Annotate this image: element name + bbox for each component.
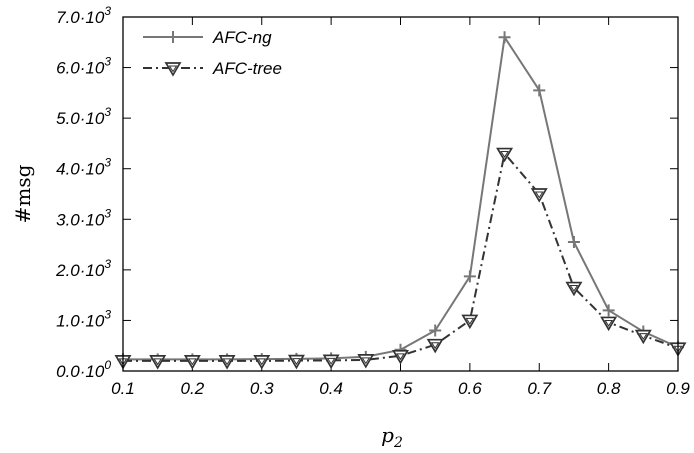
data-point: [183, 355, 201, 370]
y-tick-label: 4.0·103: [56, 156, 111, 179]
y-axis-title: #msg: [11, 164, 35, 223]
x-tick-label: 0.1: [111, 379, 135, 398]
series-afc-ng: [117, 31, 684, 366]
x-tick-label: 0.5: [389, 379, 413, 398]
y-tick-label: 1.0·103: [56, 307, 111, 330]
y-tick-exponent: 0: [104, 358, 111, 372]
x-tick-label: 0.9: [666, 379, 690, 398]
data-point: [461, 314, 479, 330]
y-tick-mantissa: 6.0·10: [56, 59, 105, 78]
y-tick-label: 2.0·103: [55, 257, 111, 280]
series-line: [123, 36, 679, 361]
data-point: [287, 354, 305, 370]
legend-marker-glyph: [164, 62, 182, 77]
y-tick-exponent: 3: [104, 307, 111, 321]
y-tick-exponent: 3: [104, 156, 111, 170]
legend-label-afc-tree: AFC-tree: [212, 59, 282, 78]
data-point: [600, 316, 618, 332]
legend: AFC-ng AFC-tree: [143, 28, 282, 78]
y-tick-exponent: 3: [104, 105, 111, 119]
axis-ticks: [122, 16, 679, 372]
data-point: [218, 355, 236, 370]
x-tick-label: 0.6: [458, 379, 482, 398]
y-tick-mantissa: 4.0·10: [56, 160, 105, 179]
y-tick-exponent: 3: [104, 55, 111, 69]
y-tick-label: 6.0·103: [56, 55, 111, 78]
y-tick-label: 0.0·100: [56, 358, 111, 381]
y-tick-labels: 0.0·1001.0·1032.0·1033.0·1034.0·1035.0·1…: [55, 4, 111, 381]
y-tick-mantissa: 5.0·10: [56, 109, 105, 128]
x-axis-title: p2: [381, 423, 403, 451]
y-tick-label: 3.0·103: [56, 206, 111, 229]
legend-marker-afc-ng: [167, 31, 179, 43]
legend-marker-glyph: [167, 31, 179, 43]
legend-item-afc-tree: AFC-tree: [143, 59, 282, 78]
data-point: [565, 281, 583, 297]
legend-marker-afc-tree: [164, 62, 182, 77]
data-point: [322, 354, 340, 370]
x-tick-label: 0.2: [181, 379, 205, 398]
data-point: [634, 329, 652, 345]
y-tick-mantissa: 2.0·10: [55, 261, 105, 280]
x-tick-label: 0.8: [597, 379, 621, 398]
y-tick-label: 7.0·103: [56, 4, 111, 27]
data-point: [496, 147, 514, 163]
data-point: [533, 84, 546, 97]
plot-frame: [122, 16, 679, 372]
data-point: [602, 304, 615, 317]
y-tick-mantissa: 3.0·10: [56, 210, 105, 229]
y-tick-exponent: 3: [104, 206, 111, 220]
x-axis-title-main: p: [381, 423, 394, 447]
x-tick-label: 0.4: [319, 379, 343, 398]
x-tick-label: 0.7: [527, 379, 551, 398]
series-line: [123, 152, 679, 362]
data-point: [253, 355, 271, 370]
data-point: [567, 236, 580, 249]
y-tick-mantissa: 7.0·10: [56, 8, 105, 27]
data-point: [149, 355, 167, 370]
series-layer: [114, 31, 687, 370]
data-point: [498, 31, 511, 44]
y-tick-exponent: 3: [104, 4, 111, 18]
data-point: [357, 354, 375, 369]
data-point: [463, 270, 476, 283]
data-point: [429, 324, 442, 337]
data-point: [530, 188, 548, 203]
x-axis-title-subscript: 2: [393, 435, 403, 451]
x-tick-label: 0.3: [250, 379, 274, 398]
series-afc-tree: [114, 147, 687, 370]
y-tick-exponent: 3: [104, 257, 111, 271]
data-point: [392, 349, 409, 365]
x-tick-labels: 0.1 0.2 0.3 0.4 0.5 0.6 0.7 0.8 0.9: [111, 379, 690, 398]
data-point: [426, 338, 444, 354]
legend-label-afc-ng: AFC-ng: [212, 28, 272, 47]
y-tick-mantissa: 0.0·10: [56, 362, 105, 381]
y-tick-mantissa: 1.0·10: [56, 311, 105, 330]
y-tick-label: 5.0·103: [56, 105, 111, 128]
legend-item-afc-ng: AFC-ng: [143, 28, 272, 47]
